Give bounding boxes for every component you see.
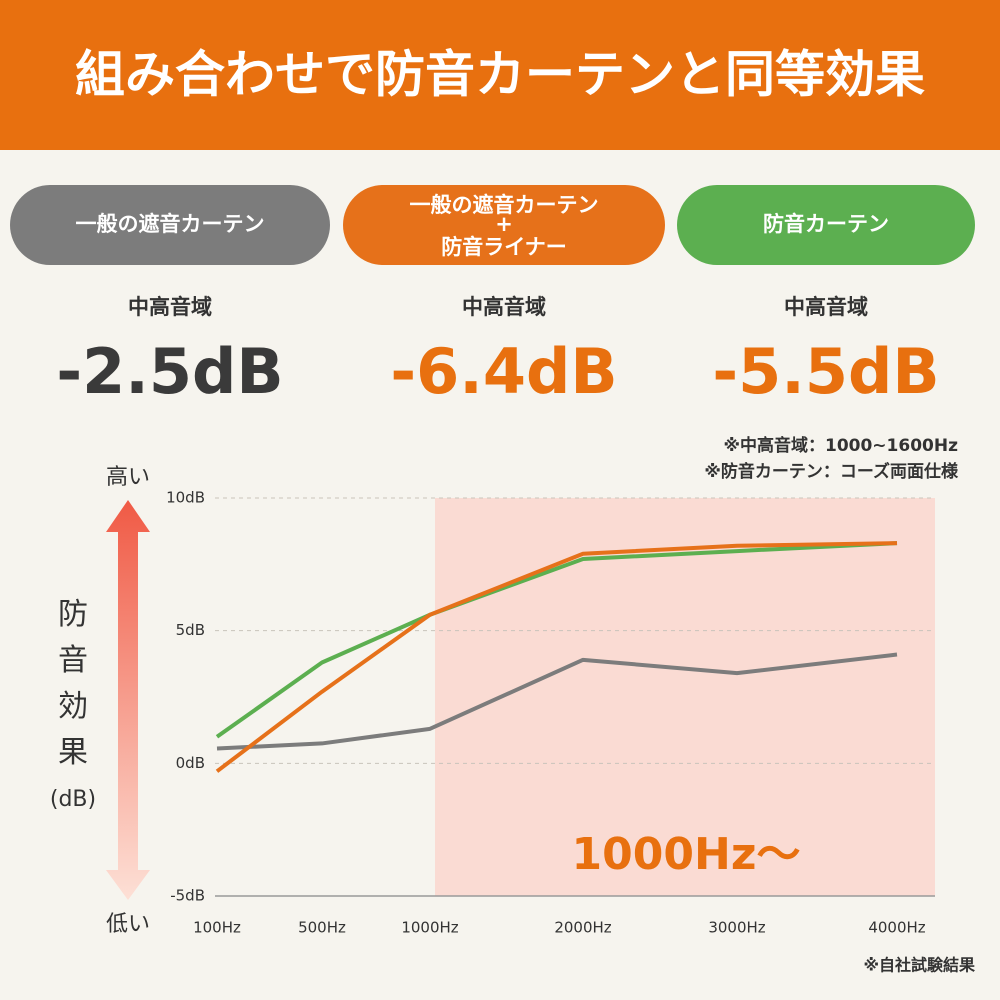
arrow [106, 500, 150, 900]
card-label: 一般の遮音カーテン [76, 212, 265, 236]
card [343, 185, 665, 265]
highlight-region [435, 498, 935, 896]
y-tick-label: -5dB [170, 887, 205, 905]
x-tick-label: 3000Hz [708, 919, 765, 937]
series-line [216, 652, 898, 751]
x-tick-label: 4000Hz [868, 919, 925, 937]
x-tick-label: 2000Hz [554, 919, 611, 937]
result-value: -6.4dB [390, 335, 617, 408]
title: 組み合わせで防音カーテンと同等効果 [75, 46, 925, 104]
card-label: 防音カーテン [763, 212, 889, 236]
card-label: 一般の遮音カーテン+防音ライナー [410, 193, 599, 259]
y-low: 低い [106, 912, 150, 937]
x-tick-label: 500Hz [298, 919, 346, 937]
annotation: 1000Hz〜 [572, 829, 801, 880]
range-label: 中高音域 [784, 295, 868, 319]
x-tick-label: 100Hz [193, 919, 241, 937]
y-tick-label: 10dB [166, 489, 205, 507]
y-axis-title: 防音効果 [58, 597, 88, 770]
header-band [0, 0, 1000, 150]
range-label: 中高音域 [462, 295, 546, 319]
y-tick-label: 5dB [176, 621, 205, 639]
note: ※防音カーテン：コーズ両面仕様 [704, 461, 959, 482]
y-high: 高い [106, 465, 150, 490]
card [677, 185, 975, 265]
footnote: ※自社試験結果 [863, 956, 975, 975]
series-line [215, 541, 898, 773]
range-label: 中高音域 [128, 295, 212, 319]
series-line [215, 541, 898, 739]
card [10, 185, 330, 265]
x-tick-label: 1000Hz [401, 919, 458, 937]
y-unit: (dB) [50, 787, 96, 812]
y-tick-label: 0dB [176, 754, 205, 772]
note: ※中高音域：1000~1600Hz [723, 435, 958, 456]
result-value: -2.5dB [56, 335, 283, 408]
result-value: -5.5dB [712, 335, 939, 408]
